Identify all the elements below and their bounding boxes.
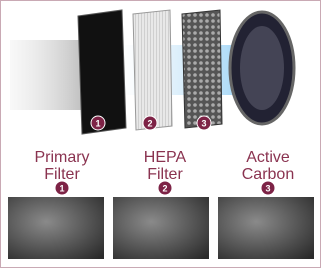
filter-label: Primary bbox=[34, 149, 89, 166]
hepa-filter bbox=[133, 10, 172, 130]
carbon-filter bbox=[182, 10, 222, 128]
number: 2 bbox=[162, 184, 167, 194]
photo-primary bbox=[8, 197, 104, 259]
photos bbox=[8, 197, 314, 259]
filter-label: HEPA bbox=[144, 149, 187, 166]
filter-label: Filter bbox=[147, 166, 183, 183]
filter-label: Carbon bbox=[242, 166, 294, 183]
number: 3 bbox=[201, 119, 206, 129]
filter-label: Active bbox=[246, 149, 290, 166]
photo-carbon bbox=[218, 197, 314, 259]
fan-hub bbox=[240, 26, 284, 110]
number: 1 bbox=[59, 184, 64, 194]
filter-label: Filter bbox=[44, 166, 80, 183]
photo-hepa bbox=[113, 197, 209, 259]
number: 2 bbox=[147, 119, 152, 129]
number: 3 bbox=[265, 184, 270, 194]
filter-diagram: 1PrimaryFilter12HEPAFilter23ActiveCarbon… bbox=[0, 0, 321, 268]
number: 1 bbox=[95, 119, 100, 129]
primary-filter bbox=[78, 10, 126, 134]
dust-cloud bbox=[10, 40, 90, 110]
